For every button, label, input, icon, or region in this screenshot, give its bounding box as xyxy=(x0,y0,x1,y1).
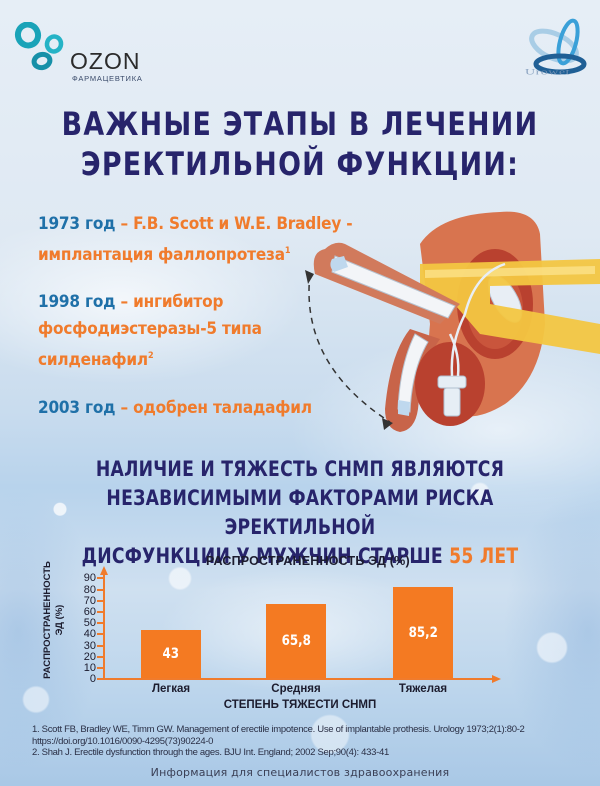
ozon-logo: OZON ФАРМАЦЕВТИКА xyxy=(14,22,142,83)
y-tick-label: 40 xyxy=(83,628,96,640)
timeline-text: – ингибитор xyxy=(115,292,224,312)
y-tick xyxy=(97,589,105,591)
urowet-logo xyxy=(516,16,596,84)
y-tick xyxy=(97,667,105,669)
bar-mild: 43 xyxy=(141,630,201,678)
bar-severe: 85,2 xyxy=(393,587,453,678)
y-tick xyxy=(97,577,105,579)
chart-title: РАСПРОСТРАНЕННОСТЬ ЭД (%) xyxy=(206,554,410,568)
section-heading: НАЛИЧИЕ И ТЯЖЕСТЬ СНМП ЯВЛЯЮТСЯ НЕЗАВИСИ… xyxy=(54,455,546,571)
footnote-ref: 1 xyxy=(284,246,291,256)
y-tick-label: 10 xyxy=(83,662,96,674)
y-tick-label: 90 xyxy=(83,572,96,584)
y-tick xyxy=(97,622,105,624)
heading-line-1: НАЛИЧИЕ И ТЯЖЕСТЬ СНМП ЯВЛЯЮТСЯ xyxy=(95,457,505,481)
title-line-1: ВАЖНЫЕ ЭТАПЫ В ЛЕЧЕНИИ xyxy=(61,105,539,143)
heading-line-2: НЕЗАВИСИМЫМИ ФАКТОРАМИ РИСКА ЭРЕКТИЛЬНОЙ xyxy=(106,486,494,539)
timeline-item-2003: 2003 год – одобрен таладафил xyxy=(38,395,344,422)
y-tick-label: 0 xyxy=(89,673,96,685)
timeline-year: 1998 год xyxy=(38,292,116,312)
y-tick xyxy=(97,656,105,658)
timeline-item-1998: 1998 год – ингибитор фосфодиэстеразы-5 т… xyxy=(38,289,308,374)
x-category-label: Легкая xyxy=(151,683,191,695)
reference-2: 2. Shah J. Erectile dysfunction through … xyxy=(32,747,389,758)
y-tick-label: 20 xyxy=(83,651,96,663)
ozon-wordmark: OZON xyxy=(70,48,141,74)
timeline-text: – F.B. Scott и W.E. Bradley - xyxy=(115,214,353,234)
y-tick xyxy=(97,633,105,635)
reference-1-doi-link[interactable]: https://doi.org/10.1016/0090-4295(73)902… xyxy=(32,735,214,747)
title-line-2: ЭРЕКТИЛЬНОЙ ФУНКЦИИ: xyxy=(80,145,520,183)
reference-1: 1. Scott FB, Bradley WE, Timm GW. Manage… xyxy=(32,724,525,735)
heading-line-3-main: ДИСФУНКЦИИ У МУЖЧИН СТАРШЕ xyxy=(81,544,450,568)
y-tick-label: 60 xyxy=(83,606,96,618)
references: 1. Scott FB, Bradley WE, Timm GW. Manage… xyxy=(32,724,592,759)
ozon-bubbles-icon xyxy=(14,22,64,71)
x-axis-arrow-icon xyxy=(492,675,501,683)
urowet-rings-icon xyxy=(529,18,587,75)
y-tick xyxy=(97,611,105,613)
y-tick xyxy=(97,600,105,602)
y-tick xyxy=(97,678,105,680)
penile-prosthesis-icon xyxy=(305,211,600,432)
bar-value-label: 85,2 xyxy=(408,624,438,641)
heading-line-3: ДИСФУНКЦИИ У МУЖЧИН СТАРШЕ 55 ЛЕТ xyxy=(54,542,546,571)
timeline-year: 1973 год xyxy=(38,214,116,234)
heading-accent: 55 ЛЕТ xyxy=(449,544,519,568)
x-category-label: Средняя xyxy=(271,683,321,695)
ozon-subtitle: ФАРМАЦЕВТИКА xyxy=(72,74,143,83)
y-axis-label-line-1: РАСПРОСТРАНЕННОСТЬ xyxy=(42,561,53,679)
x-axis-line xyxy=(103,678,493,680)
x-category-label: Тяжелая xyxy=(398,683,448,695)
y-tick xyxy=(97,645,105,647)
footnote-ref: 2 xyxy=(147,351,154,361)
prosthesis-illustration xyxy=(290,204,600,440)
bar-moderate: 65,8 xyxy=(266,604,326,678)
timeline-text: – одобрен таладафил xyxy=(115,398,312,418)
y-axis-line xyxy=(103,572,105,680)
y-axis-label: РАСПРОСТРАНЕННОСТЬ ЭД (%) xyxy=(42,560,66,680)
y-tick-label: 80 xyxy=(83,584,96,596)
y-tick-label: 30 xyxy=(83,640,96,652)
y-axis-label-line-2: ЭД (%) xyxy=(54,604,65,636)
timeline-text: фосфодиэстеразы-5 типа xyxy=(38,319,262,339)
urowet-wordmark: Urowet xyxy=(525,68,570,77)
page-title: ВАЖНЫЕ ЭТАПЫ В ЛЕЧЕНИИ ЭРЕКТИЛЬНОЙ ФУНКЦ… xyxy=(48,104,552,184)
timeline-text: имплантация фаллопротеза xyxy=(38,245,285,265)
y-axis-arrow-icon xyxy=(100,566,108,575)
timeline-item-1973: 1973 год – F.B. Scott и W.E. Bradley - и… xyxy=(38,211,380,269)
timeline-text: силденафил xyxy=(38,350,148,370)
y-tick-label: 50 xyxy=(83,617,96,629)
bar-value-label: 65,8 xyxy=(281,633,311,649)
y-tick-label: 70 xyxy=(83,595,96,607)
timeline-year: 2003 год xyxy=(38,398,116,418)
disclaimer: Информация для специалистов здравоохране… xyxy=(150,766,450,779)
bar-value-label: 43 xyxy=(162,646,180,662)
x-axis-title: СТЕПЕНЬ ТЯЖЕСТИ СНМП xyxy=(223,699,377,711)
